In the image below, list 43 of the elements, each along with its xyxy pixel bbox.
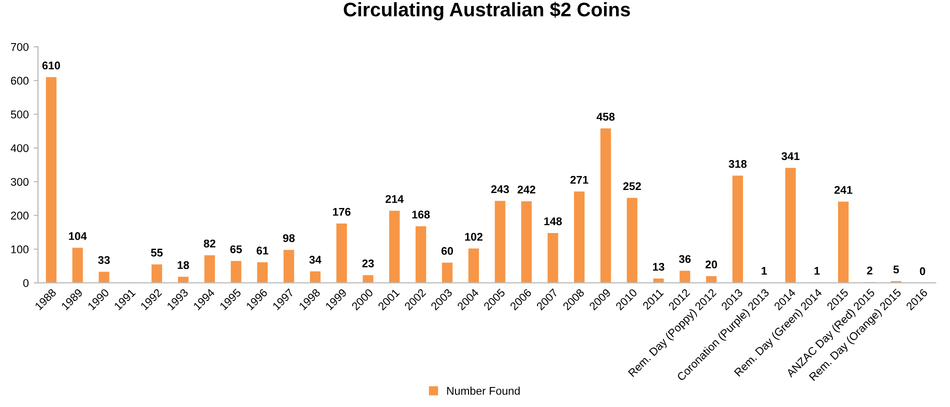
- y-tick-label: 700: [11, 43, 29, 51]
- data-label: 243: [491, 185, 509, 194]
- data-label: 60: [441, 247, 453, 255]
- y-tick-label: 200: [10, 212, 29, 220]
- y-tick-label: 100: [11, 245, 29, 254]
- data-label: 271: [570, 176, 588, 184]
- data-label: 1: [814, 267, 820, 275]
- data-label: 13: [653, 262, 664, 271]
- data-label: 341: [782, 152, 800, 160]
- data-label: 5: [893, 266, 899, 274]
- data-label: 318: [728, 160, 747, 168]
- data-label: 23: [362, 259, 374, 268]
- data-label: 2: [867, 266, 872, 274]
- data-label: 168: [412, 210, 430, 218]
- data-label: 1: [762, 267, 767, 275]
- data-label: 61: [256, 246, 268, 255]
- data-label: 0: [920, 267, 926, 276]
- chart-title: Circulating Australian $2 Coins: [344, 2, 630, 20]
- data-label: 242: [518, 186, 536, 194]
- data-label: 36: [678, 255, 691, 263]
- data-label: 241: [834, 186, 852, 194]
- y-tick-label: 300: [10, 178, 29, 186]
- data-label: 252: [623, 182, 641, 190]
- y-tick-label: 500: [10, 110, 29, 118]
- data-label: 34: [309, 256, 322, 264]
- data-label: 176: [333, 208, 351, 216]
- data-label: 610: [42, 62, 60, 70]
- data-label: 65: [230, 245, 242, 254]
- data-label: 33: [98, 256, 110, 264]
- y-tick-label: 600: [11, 76, 29, 85]
- data-label: 18: [178, 261, 190, 270]
- y-tick-label: 400: [10, 144, 29, 152]
- data-label: 20: [706, 260, 718, 268]
- data-label: 82: [204, 240, 216, 248]
- data-label: 102: [465, 232, 482, 241]
- data-label: 98: [283, 234, 295, 242]
- data-label: 458: [596, 112, 615, 121]
- data-label: 55: [150, 248, 163, 257]
- y-tick-label: 0: [23, 279, 29, 287]
- data-label: 148: [544, 217, 562, 226]
- data-label: 214: [386, 195, 404, 203]
- data-label: 104: [69, 232, 87, 240]
- legend-label: Number Found: [447, 386, 520, 395]
